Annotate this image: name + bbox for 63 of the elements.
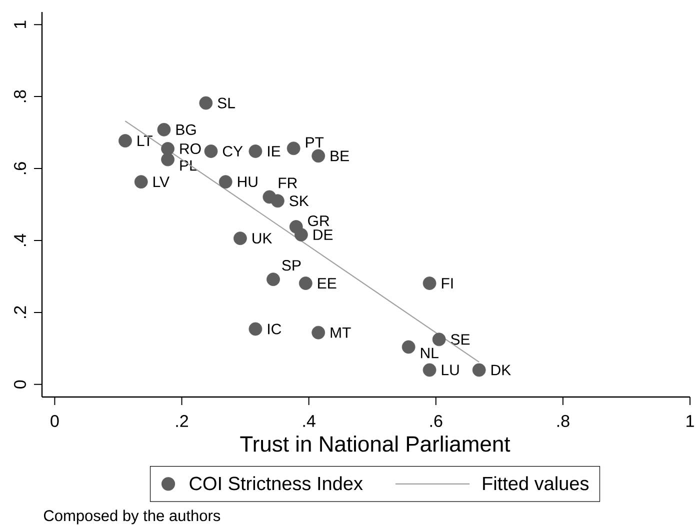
data-label: HU	[238, 176, 258, 188]
point	[266, 272, 280, 286]
point	[234, 232, 247, 246]
x-tick-label: .8	[557, 414, 570, 428]
data-label: MT	[330, 327, 351, 338]
x-tick-label: 0	[50, 414, 59, 428]
data-label: RO	[180, 143, 201, 154]
point	[204, 144, 218, 158]
data-label: DE	[314, 230, 333, 240]
point	[298, 276, 312, 290]
data-label: BE	[330, 150, 349, 162]
point	[157, 122, 171, 136]
point	[422, 276, 436, 290]
data-label: SL	[218, 98, 235, 108]
point	[134, 175, 148, 189]
point	[472, 363, 486, 377]
data-label: SE	[450, 334, 470, 345]
y-tick-label: 0	[14, 380, 26, 388]
data-label: SK	[290, 196, 309, 206]
data-label: BG	[176, 124, 196, 135]
legend-label: COI Strictness Index	[190, 476, 363, 490]
point	[218, 175, 232, 189]
y-tick-label: .4	[14, 234, 26, 246]
data-label: GR	[308, 216, 330, 226]
point	[199, 96, 213, 110]
point	[248, 144, 262, 158]
data-label: LU	[442, 364, 459, 376]
point	[294, 228, 308, 242]
data-label: PT	[306, 137, 324, 148]
x-tick-label: .4	[303, 415, 316, 427]
y-tick-label: .8	[14, 90, 26, 102]
data-label: CY	[222, 146, 243, 157]
point	[270, 194, 284, 208]
data-label: IC	[268, 324, 282, 334]
data-label: IE	[268, 146, 280, 156]
point	[286, 142, 300, 156]
y-tick-label: 1	[14, 20, 26, 28]
data-label: EE	[318, 278, 336, 288]
data-label: UK	[252, 233, 272, 244]
point	[161, 152, 174, 166]
data-label: NL	[421, 348, 438, 358]
x-tick-label: 1	[686, 415, 694, 427]
point	[161, 142, 174, 156]
data-label: LT	[138, 136, 152, 146]
x-tick-label: .6	[430, 414, 442, 428]
text: Composed by the authors	[44, 510, 220, 524]
point	[432, 332, 446, 346]
point	[312, 326, 326, 340]
y-tick-label: .6	[14, 162, 26, 174]
data-label: LV	[154, 176, 170, 187]
point	[248, 322, 262, 336]
point	[402, 340, 416, 354]
point	[312, 149, 326, 163]
point	[422, 363, 436, 377]
y-tick-label: .2	[14, 306, 26, 318]
point	[118, 134, 132, 148]
x-axis-title: Trust in National Parliament	[240, 436, 510, 452]
data-label: SP	[282, 260, 301, 271]
data-label: FI	[442, 278, 453, 288]
data-label: DK	[492, 364, 511, 376]
data-label: FR	[278, 178, 297, 188]
x-tick-label: .2	[176, 415, 188, 427]
legend-label: Fitted values	[483, 476, 589, 490]
